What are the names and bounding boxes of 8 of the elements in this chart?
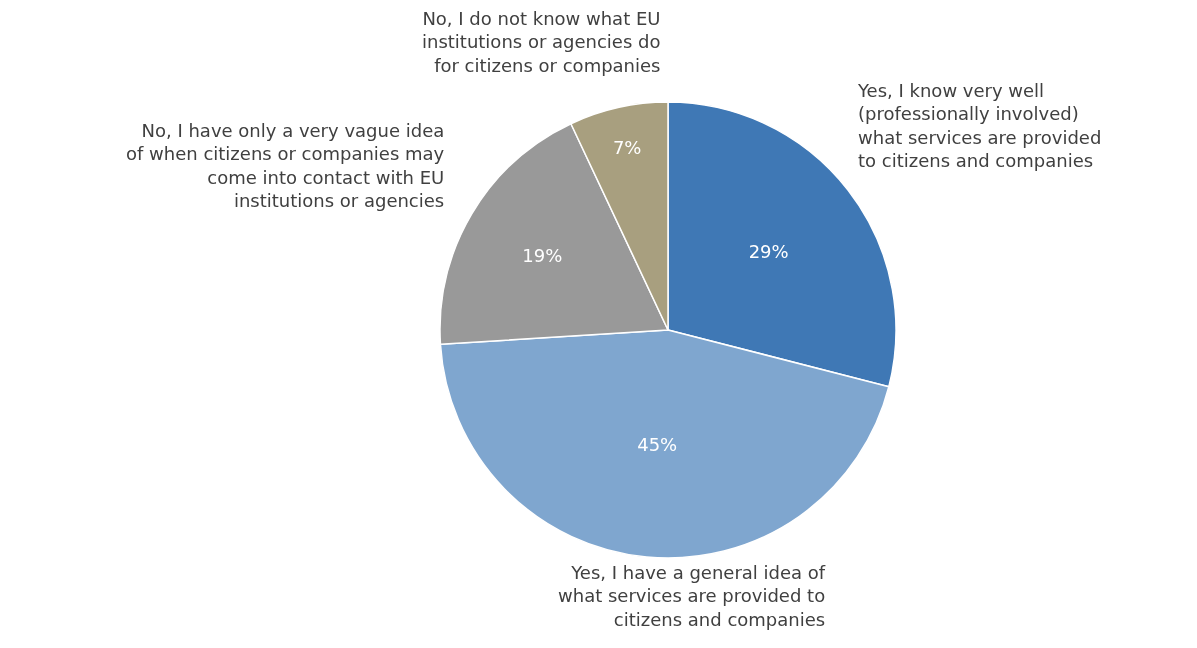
slice-label: Yes, I know very well (professionally involved) what services are provided to citizens and companies [857,80,1102,172]
slice-label: No, I have only a very vague idea of when citizens or companies may come into contact with EU institutions or agencies [126,120,445,212]
data-label: 7% [612,136,642,158]
data-label: 45% [637,433,678,455]
data-label: 29% [748,241,789,263]
slice-label: No, I do not know what EU institutions or agencies do for citizens or companies [422,8,661,76]
data-label: 19% [522,245,563,267]
slice-label: Yes, I have a general idea of what services are provided to citizens and companies [558,562,826,630]
